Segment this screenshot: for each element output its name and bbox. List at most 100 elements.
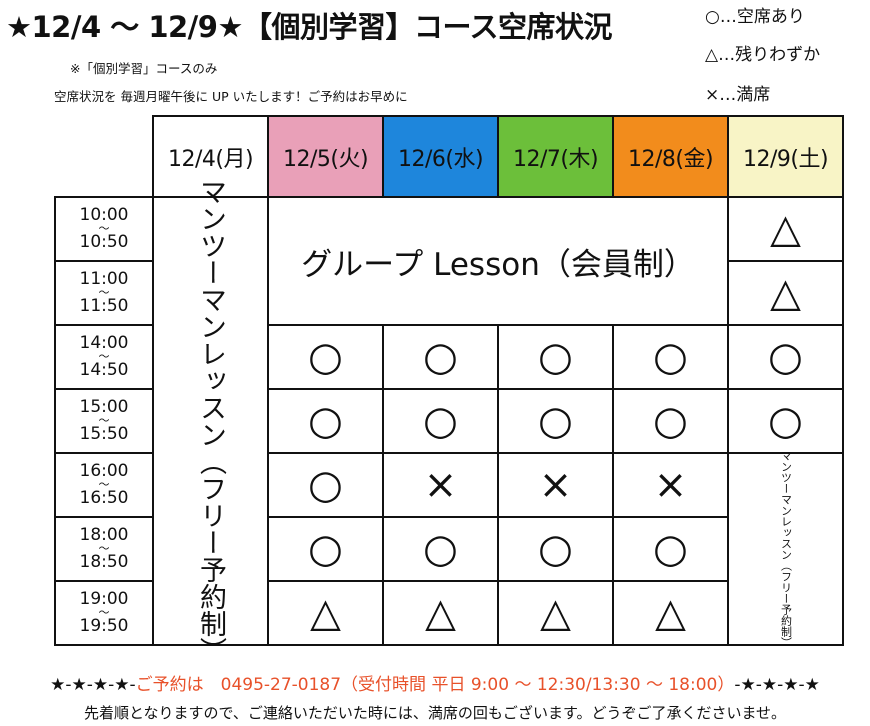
slot-symbol: ○: [308, 334, 343, 380]
slot-tue-4: ○: [267, 452, 384, 518]
slot-symbol: ○: [768, 398, 803, 444]
time-separator: ～: [98, 350, 110, 363]
slot-tue-3: ○: [267, 388, 384, 454]
slot-symbol: ○: [538, 334, 573, 380]
slot-wed-3: ○: [382, 388, 499, 454]
page-title: ★12/4 ～ 12/9★【個別学習】コース空席状況: [6, 10, 613, 44]
monday-private-lesson: マンツーマンレッスン（フリー予約制）: [152, 178, 269, 664]
group-lesson-label: グループ Lesson（会員制）: [301, 246, 695, 283]
reservation-line: ★-★-★-★-ご予約は 0495-27-0187（受付時間 平日 9:00 ～…: [0, 670, 870, 695]
time-end: 16:50: [79, 488, 129, 508]
time-slot-0: 10:00 ～ 10:50: [54, 196, 154, 262]
slot-tue-6: △: [267, 580, 384, 646]
slot-symbol: ○: [308, 462, 343, 508]
slot-symbol: ○: [653, 526, 688, 572]
slot-symbol: ○: [423, 334, 458, 380]
slot-symbol: △: [310, 590, 341, 636]
slot-symbol: ○: [308, 526, 343, 572]
time-end: 15:50: [79, 424, 129, 444]
slot-tue-5: ○: [267, 516, 384, 582]
stars-left: ★-★-★-★-: [50, 675, 136, 695]
day-header-fri: 12/8(金): [612, 115, 729, 198]
day-label: 12/6(水): [397, 146, 484, 172]
time-start: 18:00: [79, 525, 129, 545]
slot-wed-6: △: [382, 580, 499, 646]
slot-symbol: ×: [653, 462, 688, 508]
slot-fri-2: ○: [612, 324, 729, 390]
time-separator: ～: [98, 414, 110, 427]
time-slot-6: 19:00 ～ 19:50: [54, 580, 154, 646]
day-header-sat: 12/9(土): [727, 115, 844, 198]
legend-available: ○…空席あり: [705, 7, 805, 27]
day-label: 12/4(月): [167, 146, 254, 172]
slot-symbol: △: [770, 206, 801, 252]
saturday-private-lesson-label: マンツーマンレッスン（フリー予約制）: [779, 450, 793, 648]
slot-thu-5: ○: [497, 516, 614, 582]
time-end: 18:50: [79, 552, 129, 572]
time-end: 14:50: [79, 360, 129, 380]
slot-symbol: ○: [653, 398, 688, 444]
time-start: 19:00: [79, 589, 129, 609]
time-separator: ～: [98, 606, 110, 619]
day-header-tue: 12/5(火): [267, 115, 384, 198]
slot-symbol: △: [425, 590, 456, 636]
slot-symbol: △: [540, 590, 571, 636]
slot-symbol: ○: [423, 526, 458, 572]
monday-private-lesson-label: マンツーマンレッスン（フリー予約制）: [195, 178, 226, 664]
slot-wed-2: ○: [382, 324, 499, 390]
time-slot-2: 14:00 ～ 14:50: [54, 324, 154, 390]
time-slot-3: 15:00 ～ 15:50: [54, 388, 154, 454]
time-end: 19:50: [79, 616, 129, 636]
slot-fri-6: △: [612, 580, 729, 646]
day-header-wed: 12/6(水): [382, 115, 499, 198]
time-separator: ～: [98, 478, 110, 491]
slot-sat-1: △: [727, 260, 844, 326]
slot-symbol: △: [770, 270, 801, 316]
time-start: 16:00: [79, 461, 129, 481]
time-separator: ～: [98, 222, 110, 235]
slot-symbol: ×: [423, 462, 458, 508]
slot-symbol: ○: [653, 334, 688, 380]
time-start: 10:00: [79, 205, 129, 225]
slot-symbol: ×: [538, 462, 573, 508]
slot-symbol: ○: [768, 334, 803, 380]
saturday-private-lesson: マンツーマンレッスン（フリー予約制）: [727, 450, 844, 648]
slot-thu-2: ○: [497, 324, 614, 390]
slot-sat-3: ○: [727, 388, 844, 454]
day-label: 12/9(土): [742, 146, 829, 172]
slot-tue-2: ○: [267, 324, 384, 390]
footer-note: 先着順となりますので、ご連絡いただいた時には、満席の回もございます。どうぞご了承…: [83, 704, 786, 722]
time-start: 15:00: [79, 397, 129, 417]
legend-few-left: △…残りわずか: [705, 45, 821, 65]
note-update-schedule: 空席状況を 毎週月曜午後に UP いたします！ご予約はお早めに: [54, 89, 408, 104]
day-label: 12/8(金): [627, 146, 714, 172]
day-label: 12/7(木): [512, 146, 599, 172]
time-separator: ～: [98, 286, 110, 299]
time-start: 11:00: [79, 269, 129, 289]
slot-sat-0: △: [727, 196, 844, 262]
slot-thu-4: ×: [497, 452, 614, 518]
note-course-only: ※「個別学習」コースのみ: [70, 61, 218, 76]
slot-symbol: ○: [538, 398, 573, 444]
stars-right: -★-★-★-★: [734, 675, 820, 695]
time-slot-5: 18:00 ～ 18:50: [54, 516, 154, 582]
day-header-mon: 12/4(月): [152, 115, 269, 198]
slot-wed-5: ○: [382, 516, 499, 582]
slot-symbol: ○: [423, 398, 458, 444]
slot-wed-4: ×: [382, 452, 499, 518]
time-slot-1: 11:00 ～ 11:50: [54, 260, 154, 326]
slot-symbol: △: [655, 590, 686, 636]
slot-fri-3: ○: [612, 388, 729, 454]
time-start: 14:00: [79, 333, 129, 353]
time-slot-4: 16:00 ～ 16:50: [54, 452, 154, 518]
slot-sat-2: ○: [727, 324, 844, 390]
day-header-thu: 12/7(木): [497, 115, 614, 198]
slot-fri-5: ○: [612, 516, 729, 582]
legend-full: ×…満席: [705, 85, 771, 105]
group-lesson-block: グループ Lesson（会員制）: [267, 196, 729, 326]
time-end: 10:50: [79, 232, 129, 252]
day-label: 12/5(火): [282, 146, 369, 172]
slot-symbol: ○: [538, 526, 573, 572]
slot-symbol: ○: [308, 398, 343, 444]
time-end: 11:50: [79, 296, 129, 316]
